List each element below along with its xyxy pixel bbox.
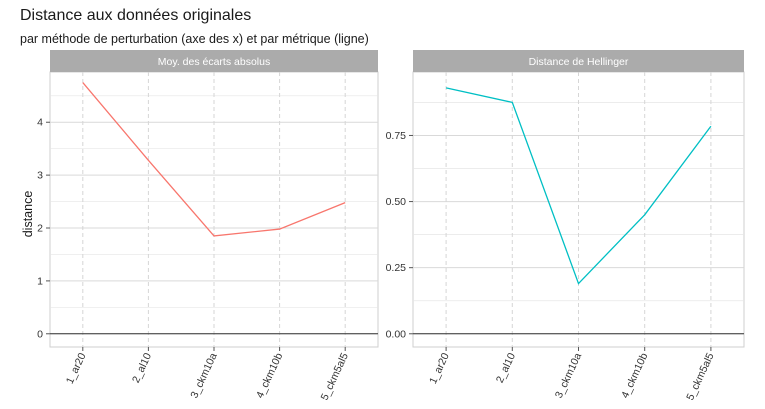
- y-tick-label: 0.25: [386, 262, 407, 274]
- y-tick-label: 4: [37, 117, 43, 129]
- x-tick-label: 4_ckm10b: [254, 351, 285, 400]
- y-tick-label: 3: [37, 170, 43, 182]
- y-tick-label: 0: [37, 328, 43, 340]
- chart-subtitle: par méthode de perturbation (axe des x) …: [20, 32, 369, 46]
- x-tick-label: 1_ar20: [427, 351, 452, 386]
- y-tick-label: 0.75: [386, 130, 407, 142]
- x-tick-label: 4_ckm10b: [619, 351, 650, 400]
- y-axis-label: distance: [21, 191, 35, 238]
- x-tick-label: 3_ckm10a: [553, 351, 584, 400]
- x-tick-label: 5_ckm5al5: [684, 351, 716, 402]
- chart-title: Distance aux données originales: [20, 7, 252, 24]
- series-line: [82, 82, 346, 237]
- x-tick-label: 2_al10: [130, 351, 154, 385]
- panel-strip: [50, 50, 378, 72]
- panel-1: Moy. des écarts absolus 0 1 2 3 4 1_ar20 2_al10…: [37, 50, 379, 402]
- panel-strip: [413, 50, 744, 72]
- panel-2: Distance de Hellinger 0.00 0.25 0.50 0.75 1_a…: [386, 50, 745, 402]
- x-tick-label: 1_ar20: [64, 351, 89, 386]
- y-tick-label: 0.00: [386, 328, 407, 340]
- x-tick-label: 5_ckm5al5: [319, 351, 351, 402]
- y-tick-label: 2: [37, 223, 43, 235]
- x-tick-label: 3_ckm10a: [188, 351, 219, 400]
- panel-title: Moy. des écarts absolus: [158, 56, 270, 68]
- panel-title: Distance de Hellinger: [529, 56, 629, 68]
- y-tick-label: 1: [37, 275, 43, 287]
- y-tick-label: 0.50: [386, 196, 407, 208]
- x-tick-label: 2_al10: [494, 351, 518, 385]
- series-line: [445, 87, 712, 285]
